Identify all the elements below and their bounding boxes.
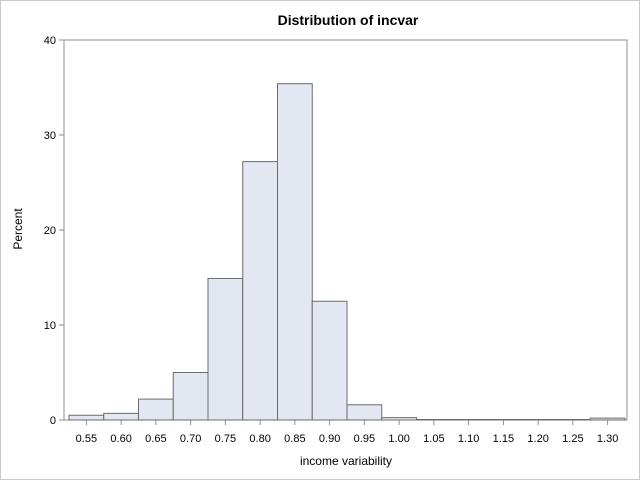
x-tick-label: 0.95 [354, 433, 375, 445]
x-tick-label: 0.55 [76, 433, 97, 445]
histogram-bar [138, 398, 174, 421]
x-axis-label: income variability [300, 454, 392, 468]
x-tick-label: 0.85 [284, 433, 305, 445]
histogram-bar [277, 83, 313, 421]
y-axis-label: Percent [11, 208, 25, 250]
x-axis-ticks: 0.55 0.60 0.65 0.70 0.75 0.80 0.85 0.90 0.95 1.00… [76, 420, 618, 445]
x-tick-label: 1.10 [458, 433, 479, 445]
histogram-bar [68, 414, 105, 421]
x-tick-label: 1.25 [562, 433, 583, 445]
y-tick-label: 0 [50, 415, 56, 427]
x-tick-label: 1.30 [597, 433, 618, 445]
histogram-bar [207, 277, 244, 421]
x-tick-label: 0.65 [145, 433, 166, 445]
y-tick-label: 30 [44, 130, 56, 142]
x-tick-label: 0.60 [110, 433, 131, 445]
histogram-bar [242, 161, 278, 421]
histogram-bar [311, 300, 348, 421]
histogram-bar [346, 404, 383, 421]
x-tick-label: 1.20 [527, 433, 548, 445]
histogram-bars [68, 83, 626, 421]
x-tick-label: 0.80 [249, 433, 270, 445]
histogram-bar [172, 372, 209, 421]
x-tick-label: 0.75 [215, 433, 236, 445]
y-axis-ticks: 0 10 20 30 40 [44, 35, 64, 427]
chart-title: Distribution of incvar [278, 12, 419, 28]
histogram-bar [381, 417, 417, 421]
y-tick-label: 20 [44, 225, 56, 237]
y-tick-label: 40 [44, 35, 56, 47]
x-tick-label: 1.15 [493, 433, 514, 445]
histogram-bar [589, 417, 626, 421]
x-tick-label: 0.70 [180, 433, 201, 445]
y-tick-label: 10 [44, 320, 56, 332]
x-tick-label: 0.90 [319, 433, 340, 445]
histogram-bar [103, 412, 139, 421]
x-tick-label: 1.05 [423, 433, 444, 445]
x-tick-label: 1.00 [388, 433, 409, 445]
